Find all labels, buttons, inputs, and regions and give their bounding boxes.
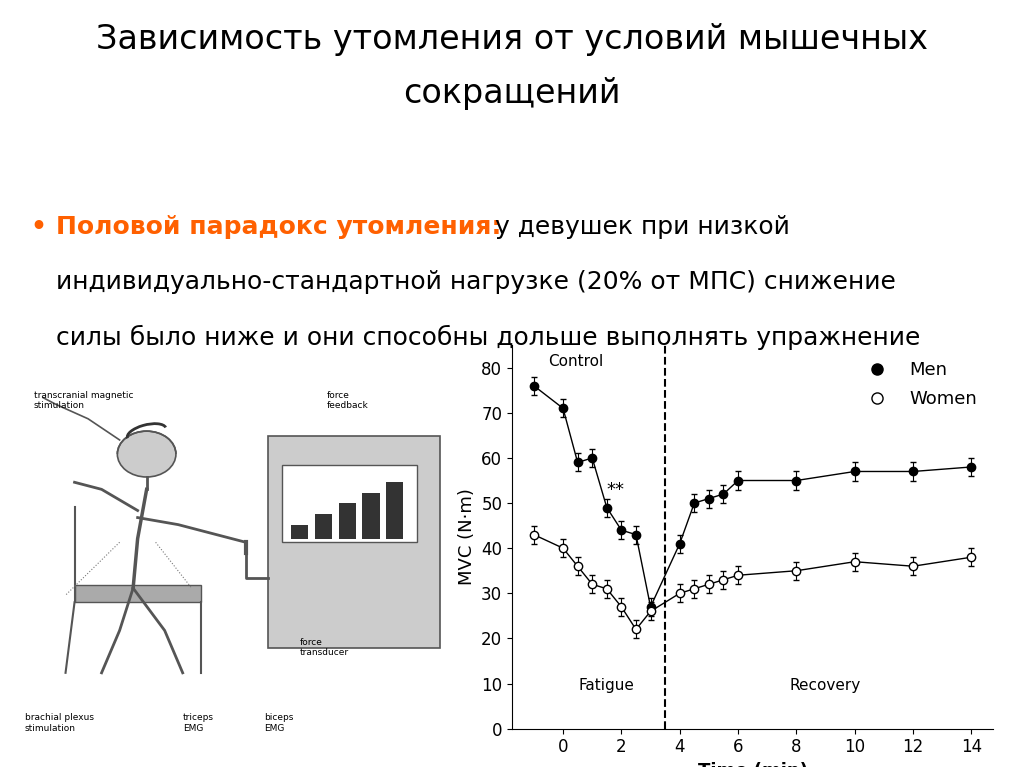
Bar <box>75 584 201 602</box>
Y-axis label: MVC (N·m): MVC (N·m) <box>458 489 475 585</box>
Text: brachial plexus
stimulation: brachial plexus stimulation <box>25 713 94 732</box>
Text: transcranial magnetic
stimulation: transcranial magnetic stimulation <box>34 390 133 410</box>
Text: Recovery: Recovery <box>790 677 861 693</box>
Text: у девушек при низкой: у девушек при низкой <box>471 215 790 239</box>
Text: force
feedback: force feedback <box>327 390 369 410</box>
X-axis label: Time (min): Time (min) <box>697 762 808 767</box>
Text: •: • <box>31 215 47 239</box>
Text: **: ** <box>606 481 625 499</box>
Text: Половой парадокс утомления:: Половой парадокс утомления: <box>56 215 502 239</box>
Bar <box>386 482 403 538</box>
Bar <box>339 503 355 538</box>
Text: biceps
EMG: biceps EMG <box>264 713 293 732</box>
Text: Control: Control <box>549 354 604 369</box>
Text: силы было ниже и они способны дольше выполнять упражнение: силы было ниже и они способны дольше вып… <box>56 325 921 351</box>
Text: сокращений: сокращений <box>403 77 621 110</box>
Legend: Men, Women: Men, Women <box>852 354 984 416</box>
Bar <box>282 465 417 542</box>
Text: Fatigue: Fatigue <box>579 677 635 693</box>
Text: triceps
EMG: triceps EMG <box>182 713 214 732</box>
Circle shape <box>118 431 176 477</box>
Bar <box>268 436 439 648</box>
Text: индивидуально-стандартной нагрузке (20% от МПС) снижение: индивидуально-стандартной нагрузке (20% … <box>56 270 896 294</box>
Text: force
transducer: force transducer <box>300 637 349 657</box>
Bar <box>291 525 308 538</box>
Bar <box>314 514 332 538</box>
Text: Зависимость утомления от условий мышечных: Зависимость утомления от условий мышечны… <box>96 23 928 56</box>
Bar <box>362 493 380 538</box>
